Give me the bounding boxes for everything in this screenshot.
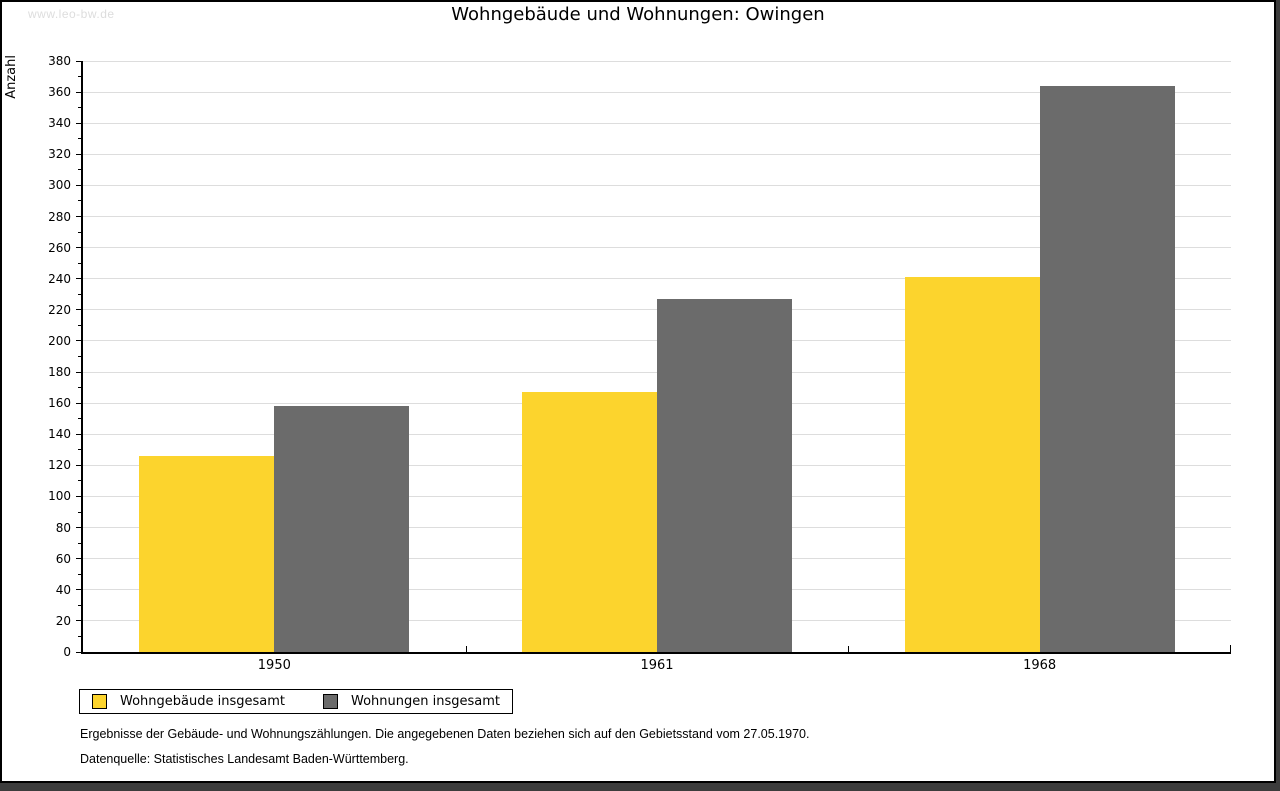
y-axis-minor-tick (78, 511, 81, 513)
bar-wohnungen-insgesamt-1968 (1039, 86, 1175, 652)
y-tick-label: 140 (48, 427, 71, 442)
bar-wohngeb-ude-insgesamt-1968 (904, 277, 1040, 652)
gridline (83, 247, 1231, 249)
gridline (83, 60, 1231, 62)
y-tick-label: 320 (48, 147, 71, 162)
bar-wohnungen-insgesamt-1950 (274, 406, 410, 652)
bar-wohngeb-ude-insgesamt-1950 (139, 456, 275, 652)
y-axis-minor-tick (78, 262, 81, 264)
y-axis-minor-tick (78, 356, 81, 357)
y-axis-major-tick (76, 620, 81, 622)
y-axis-minor-tick (78, 449, 81, 451)
y-axis-major-tick (76, 309, 81, 311)
y-axis-minor-tick (78, 542, 81, 544)
y-axis-major-tick (76, 371, 81, 373)
chart-title: Wohngebäude und Wohnungen: Owingen (451, 4, 825, 25)
y-tick-label: 380 (48, 54, 71, 68)
bar-wohnungen-insgesamt-1961 (657, 299, 792, 652)
y-tick-label: 180 (48, 365, 71, 380)
y-tick-label: 360 (48, 85, 71, 100)
y-tick-label: 0 (63, 645, 71, 659)
y-tick-label: 340 (48, 116, 71, 131)
y-axis-major-tick (76, 651, 81, 653)
legend-item: Wohngebäude insgesamt (92, 694, 285, 709)
bar-wohngeb-ude-insgesamt-1961 (522, 392, 657, 652)
y-tick-label: 220 (48, 302, 71, 317)
y-axis-minor-tick (78, 293, 81, 295)
legend-item: Wohnungen insgesamt (323, 694, 500, 709)
x-category-label: 1968 (1023, 658, 1057, 673)
y-tick-label: 20 (55, 613, 71, 628)
x-axis-boundary-tick (465, 646, 467, 652)
x-axis-end-tick (1230, 645, 1231, 652)
y-tick-label: 100 (48, 489, 71, 504)
gridline (83, 122, 1231, 124)
y-axis-major-tick (76, 495, 81, 497)
y-axis-major-tick (76, 402, 81, 404)
y-axis-minor-tick (78, 107, 81, 109)
legend: Wohngebäude insgesamt Wohnungen insgesam… (79, 689, 513, 714)
y-axis-major-tick (76, 589, 81, 591)
y-axis-line (81, 61, 83, 654)
y-tick-label: 260 (48, 240, 71, 255)
y-axis-minor-tick (78, 76, 81, 78)
y-axis-major-tick (76, 153, 81, 155)
x-axis-boundary-tick (848, 646, 850, 652)
y-tick-label: 80 (55, 520, 71, 535)
y-axis-major-tick (76, 247, 81, 249)
footnote-line2: Datenquelle: Statistisches Landesamt Bad… (80, 752, 409, 766)
watermark: www.leo-bw.de (28, 7, 115, 21)
y-axis-major-tick (76, 558, 81, 560)
gridline (83, 216, 1231, 218)
y-axis-minor-tick (78, 604, 81, 606)
y-tick-label: 60 (55, 551, 71, 566)
y-axis-major-tick (76, 91, 81, 93)
y-axis-major-tick (76, 278, 81, 280)
y-axis-major-tick (76, 340, 81, 342)
y-axis-minor-tick (78, 387, 81, 389)
x-axis-line (81, 652, 1231, 654)
y-tick-label: 40 (55, 582, 71, 597)
y-axis-major-tick (76, 216, 81, 218)
y-axis-minor-tick (78, 324, 81, 326)
y-axis-label: Anzahl (4, 55, 19, 99)
footnote-line1: Ergebnisse der Gebäude- und Wohnungszähl… (80, 727, 810, 741)
legend-swatch-wohngebaeude (92, 694, 107, 709)
legend-label: Wohnungen insgesamt (351, 694, 500, 709)
y-axis-minor-tick (78, 573, 81, 575)
gridline (83, 184, 1231, 186)
y-tick-label: 200 (48, 333, 71, 348)
y-tick-label: 300 (48, 178, 71, 193)
y-tick-label: 280 (48, 209, 71, 224)
y-axis-minor-tick (78, 635, 81, 637)
y-axis-major-tick (76, 184, 81, 186)
y-axis-major-tick (76, 433, 81, 435)
legend-label: Wohngebäude insgesamt (120, 694, 285, 709)
x-category-label: 1950 (257, 658, 291, 673)
y-axis-minor-tick (78, 418, 81, 420)
y-axis-minor-tick (78, 480, 81, 482)
y-axis-major-tick (76, 527, 81, 529)
y-axis-minor-tick (78, 200, 81, 202)
legend-swatch-wohnungen (323, 694, 338, 709)
y-axis-major-tick (76, 122, 81, 124)
y-axis-major-tick (76, 60, 81, 62)
y-axis-minor-tick (78, 138, 81, 140)
gridline (83, 278, 1231, 280)
gridline (83, 91, 1231, 93)
y-tick-label: 120 (48, 458, 71, 473)
y-axis-minor-tick (78, 231, 81, 233)
plot-area: 0 20 40 60 80 100 120 140 160 180 200 220 240 260 280 3… (48, 54, 1231, 673)
x-category-label: 1961 (640, 658, 674, 673)
gridline (83, 153, 1231, 155)
y-axis-minor-tick (78, 169, 81, 171)
y-tick-label: 240 (48, 271, 71, 286)
y-tick-label: 160 (48, 396, 71, 411)
y-axis-major-tick (76, 464, 81, 466)
